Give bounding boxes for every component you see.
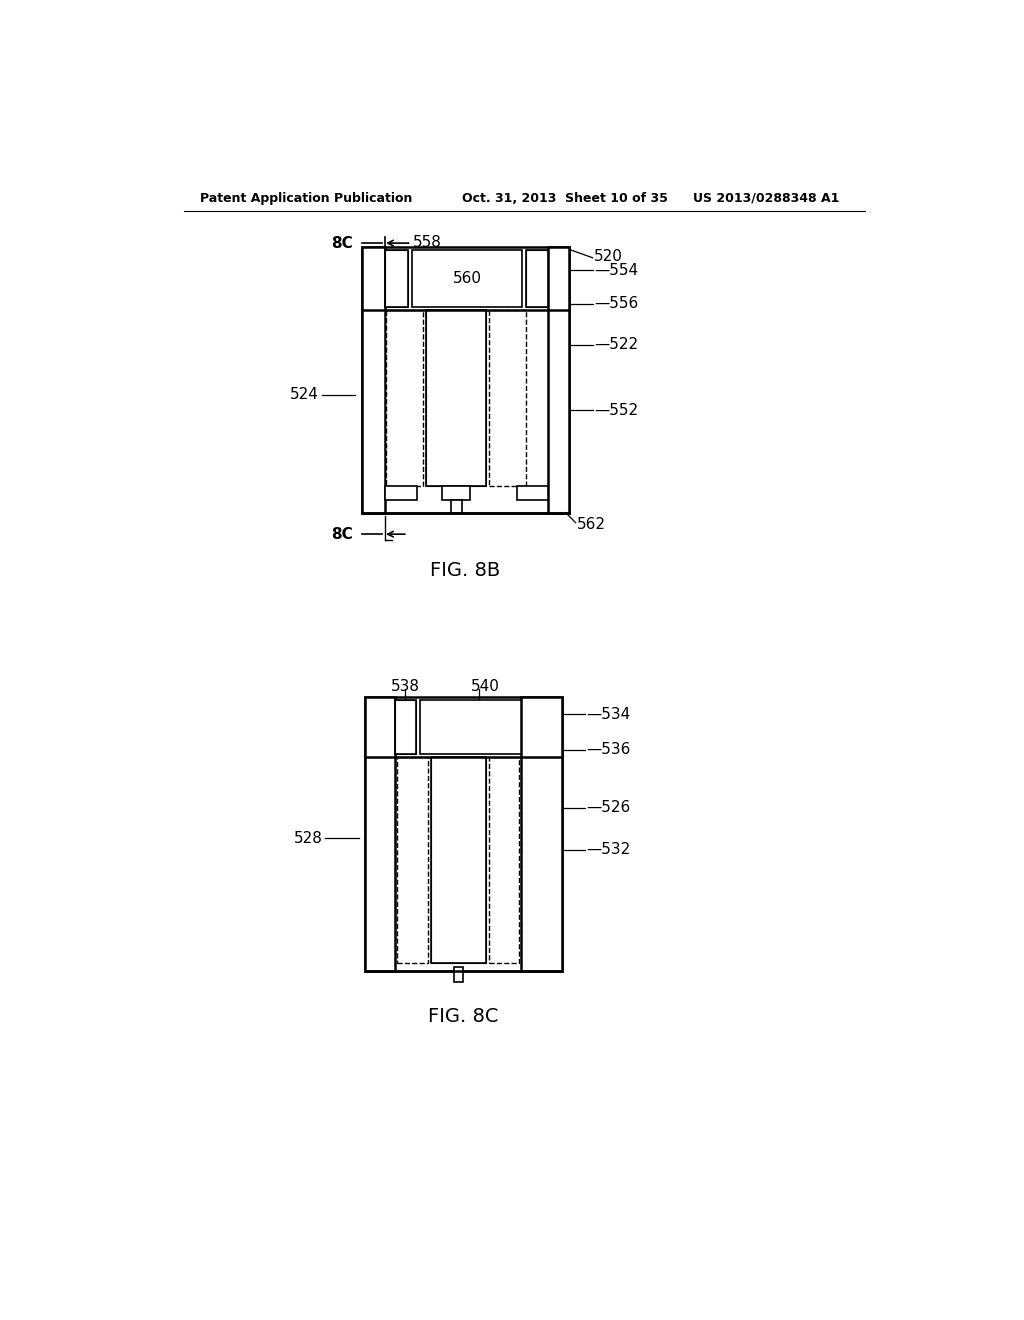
- Text: —556: —556: [594, 297, 638, 312]
- Text: 528: 528: [294, 830, 323, 846]
- Text: 524: 524: [291, 387, 319, 403]
- Text: 8C: 8C: [332, 235, 353, 251]
- Bar: [426, 310, 486, 486]
- Bar: [454, 968, 463, 982]
- Text: —536: —536: [587, 742, 631, 758]
- Bar: [431, 758, 486, 964]
- Bar: [543, 701, 562, 755]
- Text: —534: —534: [587, 706, 631, 722]
- Bar: [489, 310, 526, 486]
- Bar: [420, 701, 539, 755]
- Bar: [361, 247, 569, 512]
- Text: —552: —552: [594, 403, 638, 417]
- Bar: [361, 247, 385, 512]
- Text: —554: —554: [594, 263, 638, 277]
- Bar: [386, 310, 423, 486]
- Bar: [366, 697, 394, 970]
- Text: 520: 520: [594, 248, 623, 264]
- Bar: [385, 249, 408, 308]
- Bar: [543, 701, 562, 755]
- Bar: [548, 247, 569, 512]
- Bar: [451, 499, 462, 513]
- Bar: [431, 758, 486, 964]
- Bar: [366, 697, 562, 970]
- Bar: [517, 486, 548, 499]
- Text: 558: 558: [413, 235, 442, 249]
- Bar: [397, 758, 428, 964]
- Bar: [366, 697, 394, 970]
- Bar: [521, 697, 562, 970]
- Text: FIG. 8C: FIG. 8C: [428, 1007, 499, 1027]
- Text: 8C: 8C: [332, 527, 353, 541]
- Bar: [521, 697, 562, 970]
- Text: 562: 562: [578, 516, 606, 532]
- Text: FIG. 8B: FIG. 8B: [430, 561, 501, 579]
- Bar: [526, 249, 548, 308]
- Text: —526: —526: [587, 800, 631, 814]
- Bar: [548, 247, 569, 512]
- Text: US 2013/0288348 A1: US 2013/0288348 A1: [692, 191, 839, 205]
- Bar: [426, 310, 486, 486]
- Text: —522: —522: [594, 337, 638, 352]
- Text: Oct. 31, 2013  Sheet 10 of 35: Oct. 31, 2013 Sheet 10 of 35: [462, 191, 668, 205]
- Bar: [442, 486, 470, 499]
- Text: —532: —532: [587, 842, 631, 858]
- Bar: [412, 249, 522, 308]
- Text: 540: 540: [471, 678, 500, 694]
- Text: 538: 538: [391, 678, 420, 694]
- Bar: [394, 701, 416, 755]
- Bar: [385, 249, 408, 308]
- Bar: [361, 247, 385, 512]
- Bar: [489, 758, 518, 964]
- Bar: [526, 249, 548, 308]
- Text: 560: 560: [453, 271, 481, 286]
- Text: Patent Application Publication: Patent Application Publication: [200, 191, 413, 205]
- Bar: [394, 701, 416, 755]
- Bar: [385, 486, 417, 499]
